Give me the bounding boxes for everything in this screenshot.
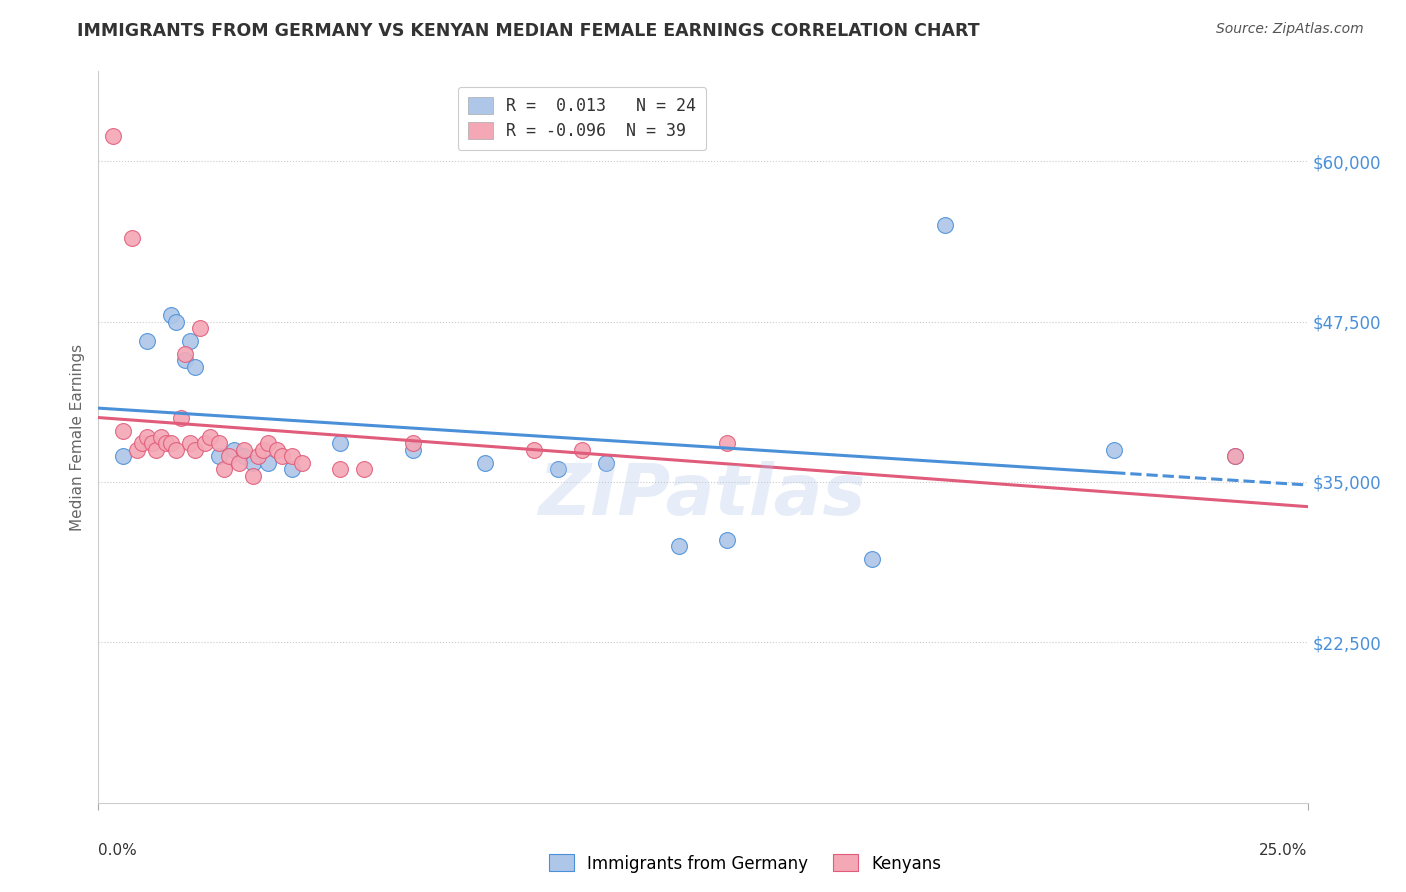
Point xyxy=(256,436,278,450)
Text: IMMIGRANTS FROM GERMANY VS KENYAN MEDIAN FEMALE EARNINGS CORRELATION CHART: IMMIGRANTS FROM GERMANY VS KENYAN MEDIAN… xyxy=(77,22,980,40)
Point xyxy=(169,410,191,425)
Point xyxy=(232,442,254,457)
Point xyxy=(329,436,352,450)
Point xyxy=(135,430,157,444)
Point xyxy=(1102,442,1125,457)
Point xyxy=(474,456,496,470)
Point xyxy=(1223,450,1246,464)
Point xyxy=(571,442,593,457)
Point xyxy=(160,436,183,450)
Point xyxy=(266,442,288,457)
Point xyxy=(165,442,187,457)
Point xyxy=(127,442,149,457)
Point xyxy=(165,315,187,329)
Point xyxy=(208,450,231,464)
Point xyxy=(595,456,617,470)
Point xyxy=(179,436,201,450)
Point xyxy=(247,450,270,464)
Point xyxy=(141,436,163,450)
Point xyxy=(111,450,134,464)
Point xyxy=(329,462,352,476)
Point xyxy=(547,462,569,476)
Point xyxy=(402,442,425,457)
Point xyxy=(188,321,211,335)
Point xyxy=(160,308,183,322)
Point xyxy=(111,424,134,438)
Point xyxy=(716,533,738,547)
Text: Source: ZipAtlas.com: Source: ZipAtlas.com xyxy=(1216,22,1364,37)
Point xyxy=(208,436,231,450)
Text: 0.0%: 0.0% xyxy=(98,843,138,858)
Point xyxy=(281,450,304,464)
Text: ZIPatlas: ZIPatlas xyxy=(540,461,866,530)
Point xyxy=(402,436,425,450)
Point xyxy=(242,468,264,483)
Point xyxy=(145,442,167,457)
Point xyxy=(198,430,221,444)
Point xyxy=(232,450,254,464)
Point xyxy=(242,456,264,470)
Point xyxy=(174,353,197,368)
Point xyxy=(131,436,153,450)
Point xyxy=(290,456,312,470)
Point xyxy=(101,128,124,143)
Point xyxy=(281,462,304,476)
Point xyxy=(179,334,201,348)
Point xyxy=(228,456,250,470)
Text: 25.0%: 25.0% xyxy=(1260,843,1308,858)
Point xyxy=(252,442,274,457)
Point xyxy=(353,462,375,476)
Point xyxy=(155,436,177,450)
Point xyxy=(716,436,738,450)
Legend: Immigrants from Germany, Kenyans: Immigrants from Germany, Kenyans xyxy=(543,847,948,880)
Point xyxy=(194,436,217,450)
Point xyxy=(934,219,956,233)
Point xyxy=(135,334,157,348)
Point xyxy=(668,539,690,553)
Point xyxy=(860,552,883,566)
Y-axis label: Median Female Earnings: Median Female Earnings xyxy=(70,343,86,531)
Point xyxy=(1223,450,1246,464)
Point xyxy=(523,442,546,457)
Point xyxy=(184,442,207,457)
Point xyxy=(184,359,207,374)
Point xyxy=(174,346,197,360)
Legend: R =  0.013   N = 24, R = -0.096  N = 39: R = 0.013 N = 24, R = -0.096 N = 39 xyxy=(458,87,706,150)
Point xyxy=(256,456,278,470)
Point xyxy=(121,231,143,245)
Point xyxy=(150,430,173,444)
Point xyxy=(271,450,294,464)
Point xyxy=(218,450,240,464)
Point xyxy=(212,462,235,476)
Point xyxy=(222,442,245,457)
